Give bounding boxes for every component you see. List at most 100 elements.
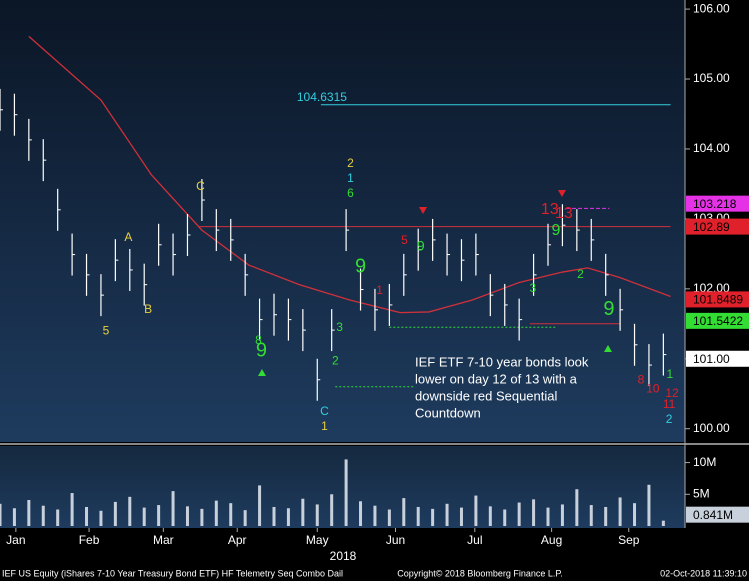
volume-bar: [157, 505, 161, 526]
sequential-count: 12: [665, 386, 679, 400]
sequential-count: 5: [401, 233, 408, 247]
volume-bar: [272, 506, 276, 526]
sequential-count: 1: [321, 419, 328, 433]
x-tick-label: Jan: [6, 533, 25, 547]
volume-bar: [459, 507, 463, 526]
note-text: IEF ETF 7-10 year bonds look: [415, 354, 589, 369]
y-tick-label: 10M: [693, 455, 716, 469]
volume-bar: [546, 507, 550, 526]
sequential-count: B: [144, 302, 152, 316]
volume-bar: [560, 504, 564, 526]
volume-bar: [532, 499, 536, 526]
volume-bar: [315, 504, 319, 526]
price-badge-label: 103.218: [693, 197, 737, 211]
x-tick-label: Jun: [386, 533, 405, 547]
moving-average: [28, 35, 671, 314]
x-tick-label: Mar: [153, 533, 174, 547]
level-label: 104.6315: [297, 90, 347, 104]
volume-bar: [128, 496, 132, 526]
sequential-count: 10: [646, 382, 660, 396]
volume-bar: [589, 505, 593, 526]
volume-bar: [517, 502, 521, 526]
volume-bar: [373, 505, 377, 526]
x-tick-label: Sep: [618, 533, 640, 547]
volume-bar: [0, 503, 2, 526]
volume-bar: [301, 498, 305, 526]
sequential-count: 9: [256, 339, 267, 361]
sequential-count: 1: [376, 283, 383, 297]
volume-bar: [85, 506, 89, 526]
volume-bar: [387, 509, 391, 526]
sequential-count: A: [124, 230, 132, 244]
arrow-up: [258, 369, 266, 376]
price-badge: [686, 195, 749, 212]
sequential-count: 1: [667, 367, 674, 381]
volume-bar: [200, 508, 204, 526]
sequential-count: 13: [541, 201, 559, 218]
volume-bar: [56, 509, 60, 526]
volume-bar: [402, 498, 406, 526]
x-tick-label: Aug: [541, 533, 562, 547]
volume-bar: [661, 520, 665, 526]
volume-panel: [0, 446, 685, 528]
x-axis-label: 2018: [330, 549, 357, 563]
arrow-down: [419, 207, 427, 214]
y-tick-label: 104.00: [693, 141, 730, 155]
sequential-count: 13: [555, 205, 573, 222]
volume-bar: [99, 510, 103, 526]
x-tick-label: Apr: [228, 533, 247, 547]
volume-bar: [359, 501, 363, 526]
footer-center: Copyright© 2018 Bloomberg Finance L.P.: [397, 568, 563, 578]
sequential-count: 2: [332, 354, 339, 368]
note-text: Countdown: [415, 405, 481, 420]
price-badge: [686, 291, 749, 308]
volume-bar: [604, 506, 608, 526]
volume-bar: [214, 500, 218, 526]
price-badge-label: 101.5422: [693, 314, 743, 328]
volume-bar: [416, 506, 420, 526]
volume-bar: [488, 506, 492, 526]
x-tick-label: May: [306, 533, 329, 547]
arrow-up: [604, 345, 612, 352]
price-badge-label: 101.00: [693, 352, 730, 366]
sequential-count: 9: [551, 222, 560, 239]
sequential-count: 6: [347, 186, 354, 200]
volume-bar: [431, 508, 435, 526]
volume-bar: [185, 506, 189, 526]
sequential-count: 5: [103, 324, 110, 338]
footer-right: 02-Oct-2018 11:39:10: [660, 568, 747, 578]
volume-bar: [575, 489, 579, 526]
y-tick-label: 105.00: [693, 71, 730, 85]
volume-bar: [503, 509, 507, 526]
y-tick-label: 5M: [693, 486, 710, 500]
volume-bar: [258, 485, 262, 526]
price-badge: [686, 218, 749, 235]
volume-bar: [618, 497, 622, 526]
volume-bar: [330, 494, 334, 526]
note-text: downside red Sequential: [415, 388, 557, 403]
sequential-count: 3: [530, 281, 537, 295]
volume-bar: [286, 508, 290, 526]
volume-bar: [647, 484, 651, 526]
y-tick-label: 100.00: [693, 421, 730, 435]
sequential-count: 9: [603, 298, 614, 320]
volume-bar: [113, 501, 117, 526]
y-tick-label: 106.00: [693, 1, 730, 15]
sequential-count: 2: [666, 412, 673, 426]
volume-bar: [12, 508, 16, 526]
price-badge-label: 102.89: [693, 220, 730, 234]
sequential-count: C: [320, 404, 329, 418]
volume-bar: [243, 510, 247, 526]
note-text: lower on day 12 of 13 with a: [415, 371, 578, 386]
volume-bar: [27, 500, 31, 526]
sequential-count: 8: [638, 373, 645, 387]
arrow-down: [558, 190, 566, 197]
footer-left: IEF US Equity (iShares 7-10 Year Treasur…: [2, 568, 343, 578]
volume-bar: [142, 507, 146, 526]
sequential-count: 2: [577, 267, 584, 281]
x-tick-label: Jul: [467, 533, 482, 547]
price-badge: [686, 350, 749, 367]
volume-bar: [474, 495, 478, 526]
volume-bar: [344, 459, 348, 526]
